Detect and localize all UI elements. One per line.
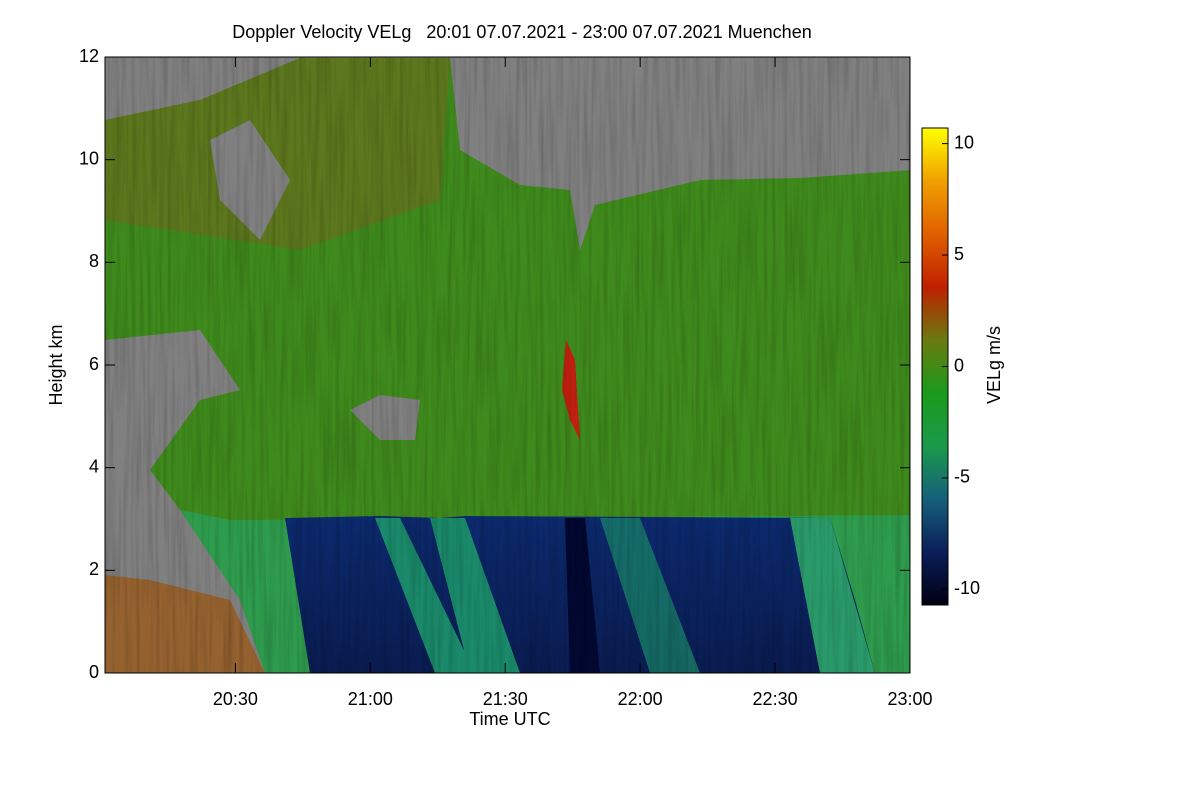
y-tick-label: 4 [89, 456, 99, 476]
y-tick-label: 10 [79, 148, 99, 168]
x-tick-label: 21:30 [483, 689, 528, 709]
x-tick-label: 23:00 [887, 689, 932, 709]
x-tick-label: 22:00 [618, 689, 663, 709]
y-tick-label: 6 [89, 354, 99, 374]
y-axis-label: Height km [46, 324, 66, 405]
colorbar-tick-label: -10 [954, 578, 980, 598]
y-tick-label: 2 [89, 559, 99, 579]
x-tick-label: 20:30 [213, 689, 258, 709]
texture [105, 57, 910, 673]
heatmap [105, 57, 910, 673]
x-tick-label: 22:30 [753, 689, 798, 709]
x-tick-label: 21:00 [348, 689, 393, 709]
colorbar-tick-label: 0 [954, 355, 964, 375]
chart-title: Doppler Velocity VELg 20:01 07.07.2021 -… [232, 22, 811, 42]
y-tick-label: 0 [89, 662, 99, 682]
colorbar-tick-label: 5 [954, 244, 964, 264]
colorbar-tick-label: 10 [954, 132, 974, 152]
colorbar-tick-label: -5 [954, 467, 970, 487]
x-axis-label: Time UTC [469, 709, 550, 729]
colorbar-label: VELg m/s [984, 326, 1004, 404]
y-tick-label: 8 [89, 251, 99, 271]
y-tick-label: 12 [79, 46, 99, 66]
